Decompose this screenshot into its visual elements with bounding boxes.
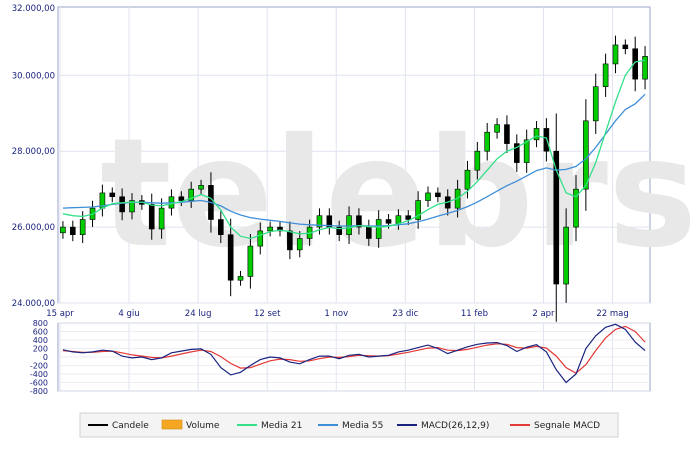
candle-body: [573, 188, 579, 228]
candle-body: [395, 215, 402, 224]
candle-body: [218, 219, 224, 235]
candle-body: [533, 128, 540, 141]
candle-body: [129, 200, 135, 213]
candle-body: [622, 44, 629, 50]
x-tick-label: 24 lug: [185, 309, 212, 319]
candle-body: [375, 219, 382, 239]
candle-body: [227, 234, 234, 281]
legend-label: Volume: [186, 421, 220, 431]
candle-body: [415, 200, 421, 220]
macd-tick-label: 800: [33, 319, 48, 328]
candle-body: [109, 192, 116, 198]
candle-body: [435, 192, 441, 198]
legend-label: Candele: [112, 421, 149, 431]
legend-swatch: [161, 419, 183, 430]
candle-body: [356, 215, 362, 228]
legend-label: Media 21: [261, 421, 302, 431]
macd-tick-label: -200: [30, 362, 48, 371]
candle-body: [494, 124, 500, 133]
candle-body: [188, 188, 194, 201]
candle-body: [316, 215, 323, 228]
candle-body: [583, 120, 589, 190]
candle-body: [346, 215, 352, 235]
candle-body: [592, 86, 599, 122]
candle-body: [296, 238, 303, 251]
candle-body: [237, 276, 244, 281]
macd-tick-label: 0: [43, 353, 48, 362]
macd-tick-label: 400: [33, 336, 48, 345]
macd-gridlines: [58, 322, 650, 392]
x-tick-label: 15 apr: [46, 309, 74, 319]
candle-body: [60, 226, 66, 234]
candle-body: [602, 63, 609, 87]
candle-body: [484, 131, 491, 152]
watermark: telebrsa: [100, 107, 700, 281]
x-tick-label: 11 feb: [461, 309, 488, 319]
macd-tick-label: 200: [33, 345, 48, 354]
candle-body: [247, 245, 254, 277]
candle-body: [148, 204, 155, 230]
candle-body: [474, 150, 481, 171]
x-tick-label: 2 apr: [532, 309, 555, 319]
price-tick-label: 24.000,00: [12, 299, 55, 309]
candle-body: [336, 226, 343, 235]
macd-line: [62, 323, 646, 384]
price-tick-label: 30.000,00: [12, 71, 55, 81]
candle-body: [504, 124, 510, 144]
x-tick-label: 12 set: [254, 309, 281, 319]
media-21-line: [62, 59, 646, 240]
candle-body: [287, 230, 293, 251]
legend-label: MACD(26,12,9): [421, 421, 489, 431]
candle-body: [119, 196, 125, 213]
candle-body: [158, 207, 165, 230]
macd-tick-label: -800: [30, 387, 48, 396]
candle-body: [632, 48, 639, 80]
price-tick-label: 32.000,00: [12, 4, 55, 14]
media-55-line: [62, 93, 646, 227]
candle-body: [365, 226, 372, 239]
price-tick-label: 28.000,00: [12, 147, 55, 157]
candle-body: [385, 219, 392, 224]
price-gridlines: [58, 7, 650, 304]
candle-body: [642, 56, 648, 80]
candle-body: [277, 226, 283, 232]
x-tick-label: 23 dic: [392, 309, 418, 319]
candle-body: [523, 139, 530, 163]
candle-body: [563, 226, 569, 285]
legend-label: Segnale MACD: [534, 421, 600, 431]
candle-body: [79, 219, 86, 235]
candle-body: [612, 44, 619, 65]
candle-body: [70, 226, 76, 235]
legend-label: Media 55: [342, 421, 383, 431]
macd-tick-label: 600: [33, 328, 48, 337]
macd-tick-label: -400: [30, 370, 48, 379]
candle-body: [464, 169, 471, 190]
x-tick-label: 4 giu: [118, 309, 139, 319]
x-axis: 15 apr 4 giu 24 lug 12 set 1 nov 23 dic 11 feb…: [46, 309, 629, 319]
candlesticks: [60, 35, 648, 322]
candle-body: [425, 192, 431, 201]
macd-tick-label: -600: [30, 379, 48, 388]
candle-body: [553, 150, 560, 285]
candle-body: [198, 185, 204, 190]
price-y-axis: 24.000,00 26.000,00 28.000,00 30.000,00 32.0…: [12, 4, 55, 309]
candle-body: [405, 215, 412, 220]
x-tick-label: 1 nov: [324, 309, 348, 319]
candle-body: [513, 143, 520, 163]
candle-body: [257, 230, 264, 247]
x-tick-label: 22 mag: [596, 309, 628, 319]
candle-body: [178, 196, 185, 201]
legend: Candele Volume Media 21 Media 55 MACD(26,12,…: [88, 419, 600, 431]
price-tick-label: 26.000,00: [12, 223, 55, 233]
candle-body: [267, 226, 273, 232]
